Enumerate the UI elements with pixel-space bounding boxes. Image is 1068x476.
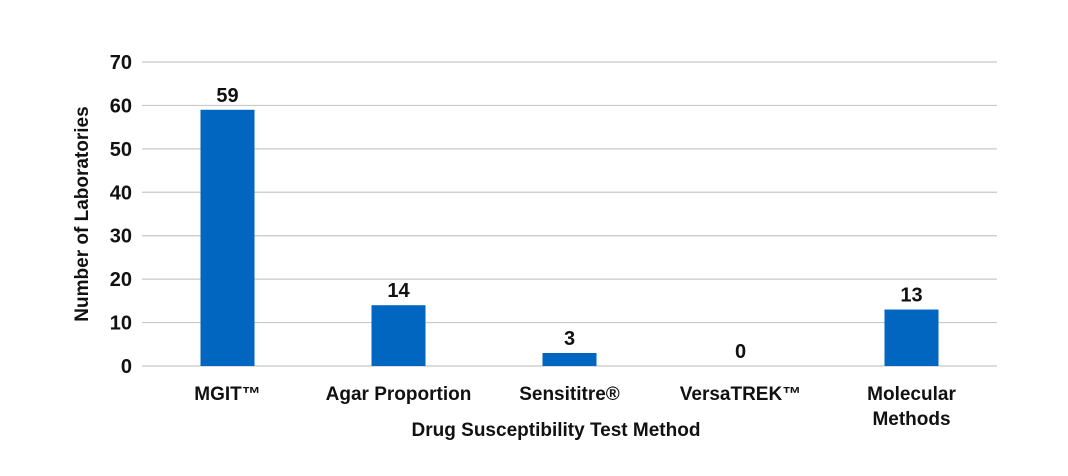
- data-label: 14: [387, 280, 410, 302]
- data-labels: 59 14 3 0 13: [216, 85, 922, 363]
- bar: [542, 352, 597, 366]
- gridlines: [142, 61, 997, 367]
- y-tick-label: 0: [121, 356, 132, 378]
- data-label: 59: [216, 85, 238, 107]
- y-tick-label: 30: [110, 226, 132, 248]
- x-category-label: Sensititre®: [519, 384, 620, 405]
- bars: [200, 109, 939, 367]
- x-category-label: MGIT™: [194, 384, 261, 405]
- y-axis-title: Number of Laboratories: [72, 106, 93, 321]
- data-label: 13: [900, 285, 922, 307]
- x-category-label: VersaTREK™: [680, 384, 801, 405]
- data-label: 3: [564, 328, 575, 350]
- x-axis-title: Drug Susceptibility Test Method: [412, 420, 701, 441]
- bar: [200, 109, 255, 367]
- y-tick-label: 10: [110, 313, 132, 335]
- y-tick-label: 40: [110, 182, 132, 204]
- y-tick-label: 60: [110, 95, 132, 117]
- x-category-label: Molecular Methods: [867, 384, 956, 430]
- bar: [884, 309, 939, 366]
- data-label: 0: [735, 341, 746, 363]
- bar: [371, 305, 426, 366]
- y-tick-label: 50: [110, 139, 132, 161]
- y-tick-label: 70: [110, 52, 132, 74]
- x-category-label: Agar Proportion: [326, 384, 472, 405]
- y-axis-ticks: 0 10 20 30 40 50 60 70: [110, 52, 132, 378]
- x-axis-categories: MGIT™ Agar Proportion Sensititre® VersaTREK…: [194, 384, 956, 430]
- y-tick-label: 20: [110, 269, 132, 291]
